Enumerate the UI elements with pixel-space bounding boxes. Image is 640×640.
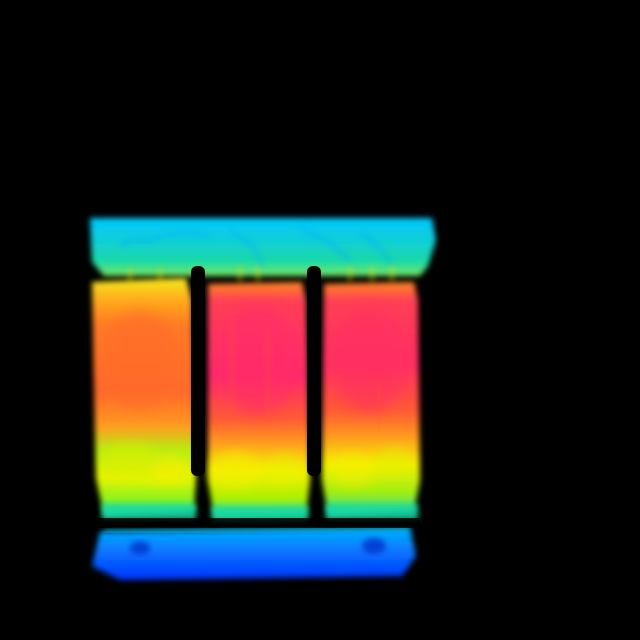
coil-center (208, 282, 310, 518)
coil-gaps (191, 266, 321, 476)
base-gap (96, 518, 420, 528)
top-yoke (90, 218, 436, 276)
coil-left (92, 278, 196, 516)
coil-right (322, 282, 420, 516)
coil-lead-wires (129, 266, 393, 284)
base-frame (92, 526, 416, 580)
